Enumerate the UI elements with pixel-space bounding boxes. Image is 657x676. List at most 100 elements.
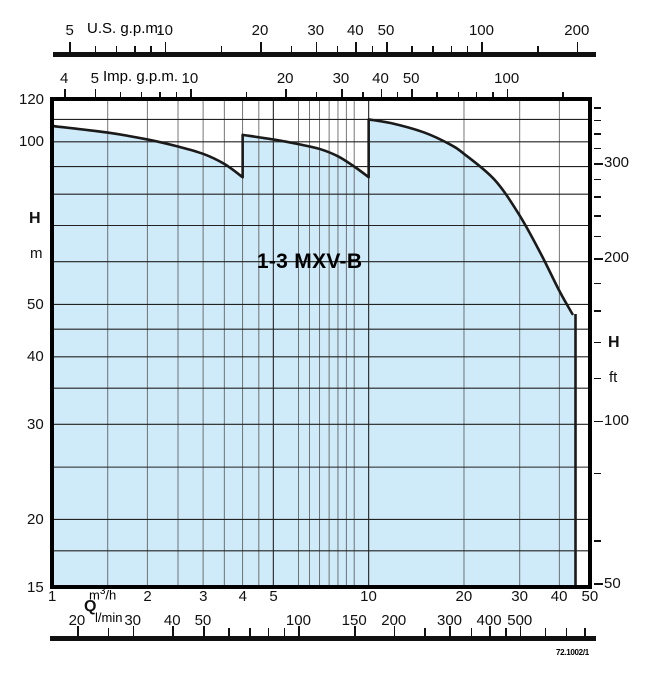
axis-tick — [175, 92, 177, 98]
axis-tick — [119, 92, 122, 98]
us-gpm-tick-label-20: 20 — [251, 22, 269, 39]
axis-tick — [519, 626, 522, 636]
axis-tick — [411, 89, 413, 98]
right-axis-minor-tick — [594, 282, 601, 285]
m3h-tick-label-1: 1 — [48, 588, 57, 605]
page-title: 1-3 MXV-B — [256, 249, 363, 273]
axis-tick — [475, 92, 478, 98]
right-axis-minor-tick — [594, 147, 601, 150]
right-axis-minor-tick — [594, 178, 601, 181]
performance-envelope-fill — [52, 119, 576, 588]
axis-tick — [63, 89, 66, 98]
flow-symbol-label: Q — [84, 598, 97, 615]
left-tick-label-20: 20 — [27, 510, 44, 528]
axis-tick — [290, 46, 293, 52]
imp-gpm-unit-label: Imp. g.p.m. — [103, 68, 179, 85]
m3h-tick-label-10: 10 — [360, 588, 377, 605]
us-gpm-tick-label-10: 10 — [156, 22, 173, 39]
axis-tick — [267, 628, 270, 636]
axis-tick — [283, 628, 286, 636]
axis-tick — [260, 42, 262, 52]
axis-tick — [134, 46, 136, 52]
axis-tick — [189, 89, 192, 98]
axis-tick — [164, 42, 167, 52]
m3h-tick-label-30: 30 — [511, 588, 528, 605]
axis-tick — [69, 42, 72, 52]
axis-tick — [481, 42, 484, 52]
right-axis-tick — [594, 257, 603, 260]
axis-tick — [362, 92, 364, 98]
axis-tick — [457, 92, 459, 98]
left-tick-label-15: 15 — [27, 578, 44, 596]
right-axis-minor-tick — [594, 235, 601, 237]
us-gpm-tick-label-200: 200 — [564, 22, 590, 39]
lmin-tick-label-40: 40 — [163, 612, 181, 629]
axis-tick — [450, 46, 453, 52]
axis-tick — [298, 626, 300, 636]
right-axis-minor-tick — [594, 215, 601, 217]
us-gpm-tick-label-5: 5 — [65, 22, 74, 39]
axis-tick — [115, 46, 118, 52]
right-axis-tick — [594, 162, 603, 165]
axis-tick — [94, 89, 97, 98]
right-axis-tick — [594, 583, 603, 586]
axis-tick — [249, 628, 251, 636]
us-gpm-tick-label-40: 40 — [346, 22, 364, 39]
axis-tick — [489, 626, 491, 636]
m3h-tick-label-2: 2 — [143, 588, 152, 605]
lmin-tick-label-500: 500 — [507, 612, 533, 629]
plot-frame — [50, 97, 592, 589]
us-gpm-axis-bar — [53, 52, 596, 57]
axis-tick — [107, 628, 110, 636]
axis-tick — [386, 42, 388, 52]
axis-tick — [159, 92, 161, 98]
imp-gpm-tick-label-50: 50 — [402, 70, 420, 87]
right-axis-tick — [594, 420, 603, 423]
imp-gpm-tick-label-40: 40 — [372, 70, 389, 87]
lmin-tick-label-50: 50 — [194, 612, 212, 629]
axis-tick — [203, 626, 205, 636]
envelope-curve — [241, 133, 370, 179]
imp-gpm-tick-label-10: 10 — [181, 70, 199, 87]
axis-tick — [380, 89, 383, 98]
lmin-axis-bar — [50, 636, 596, 641]
left-tick-label-30: 30 — [27, 415, 44, 433]
axis-tick — [316, 92, 318, 98]
axis-tick — [285, 89, 287, 98]
axis-tick — [576, 42, 579, 52]
lmin-unit-label: l/min — [95, 610, 123, 625]
m3h-tick-label-50: 50 — [581, 588, 599, 605]
axis-tick — [150, 46, 152, 52]
m3h-unit-label: m3/h — [89, 586, 117, 603]
right-axis-minor-tick — [594, 377, 601, 380]
lmin-tick-label-400: 400 — [476, 612, 502, 629]
left-axis-symbol: H — [29, 210, 41, 227]
right-axis-minor-tick — [594, 196, 601, 198]
lmin-tick-label-150: 150 — [341, 612, 367, 629]
axis-tick — [140, 92, 143, 98]
axis-tick — [466, 46, 469, 52]
axis-tick — [436, 92, 438, 98]
axis-tick — [77, 626, 79, 636]
axis-tick — [172, 626, 174, 636]
right-axis-minor-tick — [594, 133, 601, 135]
axis-tick — [393, 626, 396, 636]
m3h-tick-label-5: 5 — [269, 588, 278, 605]
left-tick-label-40: 40 — [27, 348, 44, 366]
m3h-tick-label-20: 20 — [455, 588, 473, 605]
right-axis-symbol: H — [608, 334, 620, 351]
imp-gpm-tick-label-5: 5 — [90, 70, 99, 87]
left-tick-label-50: 50 — [27, 295, 44, 313]
lmin-tick-label-200: 200 — [381, 612, 407, 629]
axis-tick — [470, 628, 473, 636]
lmin-tick-label-300: 300 — [436, 612, 463, 629]
us-gpm-unit-label: U.S. g.p.m. — [87, 20, 163, 37]
axis-tick — [315, 42, 318, 52]
right-tick-label-100: 100 — [604, 412, 630, 430]
m3h-tick-label-3: 3 — [199, 588, 208, 605]
reference-code: 72.1002/1 — [556, 648, 589, 657]
left-tick-label-120: 120 — [19, 90, 45, 108]
lmin-tick-label-100: 100 — [285, 612, 311, 629]
